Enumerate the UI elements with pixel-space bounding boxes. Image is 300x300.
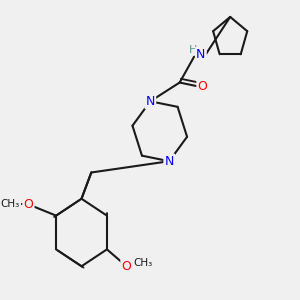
- Text: N: N: [196, 48, 206, 61]
- Text: O: O: [197, 80, 207, 93]
- Text: N: N: [165, 155, 174, 168]
- Text: CH₃: CH₃: [133, 257, 152, 268]
- Text: O: O: [122, 260, 131, 273]
- Text: H: H: [188, 44, 197, 55]
- Text: N: N: [146, 95, 155, 108]
- Text: CH₃: CH₃: [1, 200, 20, 209]
- Text: O: O: [23, 198, 33, 211]
